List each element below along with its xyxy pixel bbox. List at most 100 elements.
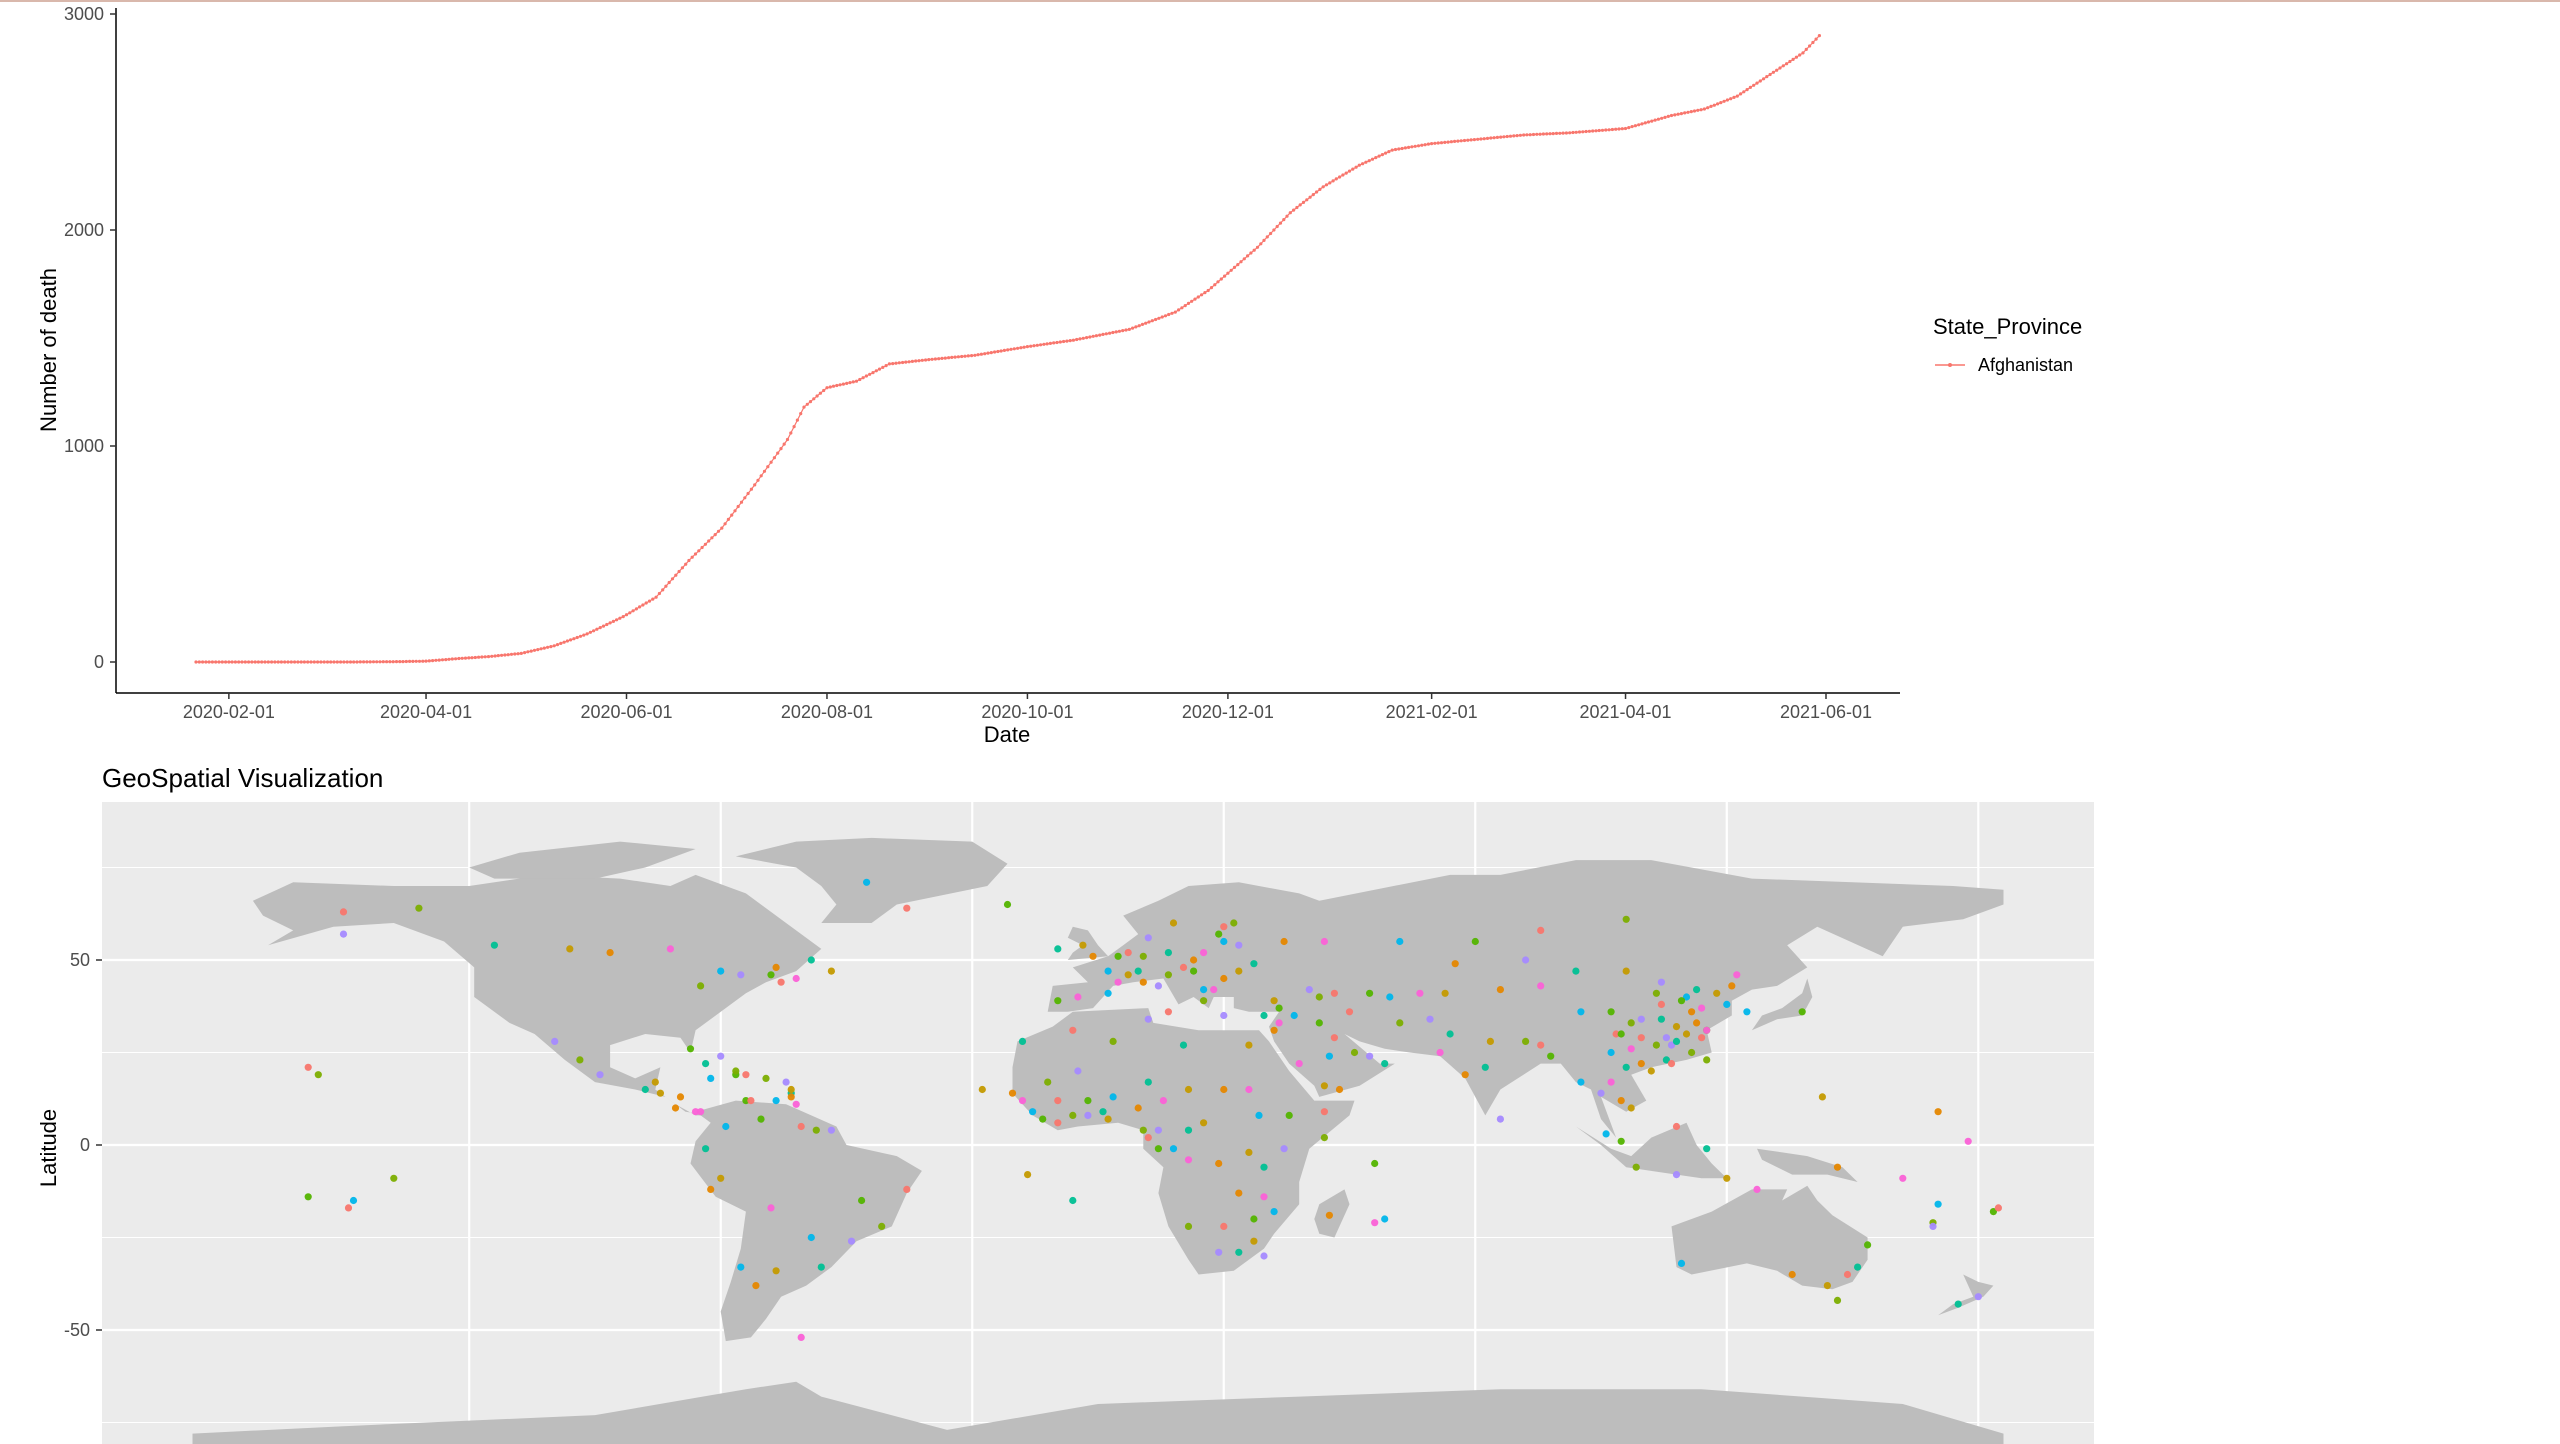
- series-point: [1479, 137, 1483, 141]
- series-point: [555, 643, 560, 647]
- map-point: [1235, 1189, 1243, 1197]
- series-point: [1324, 183, 1329, 187]
- series-point: [1758, 79, 1762, 83]
- map-point: [1607, 1008, 1615, 1016]
- series-point: [309, 660, 313, 664]
- series-point: [1692, 109, 1697, 113]
- map-point: [1220, 1085, 1228, 1094]
- map-point: [1215, 930, 1223, 938]
- series-point: [746, 491, 750, 496]
- series-point: [1147, 320, 1151, 324]
- series-point: [552, 644, 556, 648]
- map-point: [1637, 1060, 1645, 1068]
- map-point: [1386, 993, 1394, 1001]
- map-point: [686, 1045, 695, 1053]
- map-points: [304, 878, 2002, 1341]
- map-point: [1617, 1137, 1625, 1145]
- series-point: [950, 355, 954, 359]
- legend-key-point: [1948, 363, 1952, 367]
- series-point: [227, 660, 231, 664]
- map-point: [1039, 1115, 1047, 1123]
- series-point: [1472, 138, 1476, 142]
- series-point: [1265, 235, 1269, 239]
- map-point: [697, 982, 705, 990]
- series-point: [299, 660, 303, 664]
- map-point: [676, 1093, 685, 1101]
- series-point: [1423, 143, 1427, 147]
- map-point: [1190, 956, 1198, 964]
- map-point: [1622, 1063, 1630, 1071]
- land-uk: [1067, 926, 1109, 960]
- series-point: [1081, 336, 1085, 340]
- series-point: [394, 660, 399, 664]
- series-point: [891, 362, 895, 366]
- series-point: [611, 619, 616, 624]
- series-point: [316, 660, 320, 664]
- series-point: [920, 358, 924, 362]
- map-y-axis-ticks: 50 0 -50: [64, 950, 102, 1340]
- map-point: [1733, 971, 1741, 979]
- series-point: [825, 386, 829, 390]
- series-point: [1275, 224, 1279, 229]
- series-point: [279, 660, 283, 664]
- series-point: [1269, 231, 1273, 236]
- series-point: [1646, 120, 1651, 124]
- series-point: [1623, 126, 1628, 131]
- series-point: [947, 356, 951, 360]
- series-point: [901, 360, 905, 365]
- series-point: [1568, 131, 1572, 135]
- series-point: [1617, 127, 1621, 131]
- map-point: [1179, 1041, 1188, 1049]
- map-point: [1054, 1097, 1062, 1105]
- series-point: [1032, 344, 1036, 348]
- series-point: [1259, 242, 1263, 246]
- series-point: [352, 660, 356, 664]
- series-point: [1370, 157, 1375, 161]
- map-point: [1245, 1148, 1253, 1156]
- series-point: [503, 653, 507, 657]
- map-point: [1290, 1011, 1298, 1020]
- series-point: [845, 381, 849, 385]
- map-point: [1054, 997, 1062, 1005]
- series-point: [1630, 125, 1634, 129]
- series-point: [1239, 260, 1243, 264]
- map-point: [1617, 1097, 1625, 1105]
- series-point: [1331, 179, 1335, 183]
- map-y-tick-label: 0: [80, 1135, 90, 1155]
- map-point: [1285, 1111, 1293, 1119]
- map-point: [1693, 986, 1701, 994]
- map-y-tick-label: -50: [64, 1320, 90, 1340]
- map-point: [1139, 1126, 1147, 1134]
- series-point: [670, 577, 675, 581]
- map-point: [1144, 934, 1152, 942]
- x-tick-label: 2021-06-01: [1780, 702, 1872, 722]
- series-point: [940, 356, 944, 360]
- series-point: [1508, 134, 1513, 138]
- map-point: [1069, 1196, 1077, 1205]
- map-point: [1104, 989, 1112, 997]
- map-point: [1325, 1052, 1333, 1060]
- map-point: [1280, 937, 1288, 946]
- series-point: [989, 351, 993, 355]
- map-point: [1728, 982, 1736, 990]
- map-point: [1647, 1067, 1655, 1075]
- series-point: [664, 584, 668, 588]
- series-point: [1729, 97, 1733, 101]
- map-point: [1245, 1085, 1253, 1094]
- series-point: [1492, 136, 1496, 140]
- map-point: [1451, 960, 1459, 968]
- series-point: [1614, 127, 1618, 131]
- map-point: [1436, 1048, 1444, 1057]
- series-point: [194, 660, 198, 664]
- series-point: [417, 659, 422, 663]
- map-point: [1250, 1215, 1258, 1223]
- map-point: [490, 941, 498, 949]
- series-point: [1732, 95, 1736, 99]
- map-point: [1672, 1023, 1681, 1031]
- series-point: [1426, 142, 1430, 146]
- map-point: [1723, 1000, 1731, 1009]
- map-point: [1024, 1171, 1032, 1179]
- series-point: [1735, 94, 1739, 98]
- series-point: [815, 394, 819, 398]
- map-title: GeoSpatial Visualization: [102, 763, 383, 793]
